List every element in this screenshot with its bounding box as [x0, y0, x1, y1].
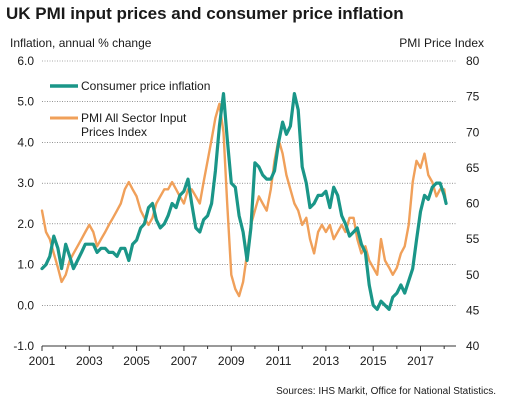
right-tick-label: 65: [466, 161, 480, 175]
axes: -1.0 0.0 1.0 2.0 3.0 4.0 5.0 6.0 40 45 50 55 60 65 70 7…: [13, 54, 479, 368]
right-axis-label: PMI Price Index: [399, 36, 484, 50]
right-tick-label: 55: [466, 232, 480, 246]
x-tick-label: 2011: [266, 354, 292, 368]
legend: Consumer price inflation PMI All Sector I…: [50, 79, 210, 139]
left-tick-label: 1.0: [17, 258, 34, 272]
legend-label-pmi: PMI All Sector Input Prices Index: [81, 111, 187, 139]
left-tick-label: 4.0: [17, 135, 34, 149]
left-tick-label: 6.0: [17, 54, 34, 68]
gridlines: [42, 60, 456, 306]
right-tick-label: 50: [466, 268, 480, 282]
x-tick-label: 2005: [123, 354, 150, 368]
right-tick-label: 40: [466, 339, 480, 353]
left-tick-label: 5.0: [17, 95, 34, 109]
right-tick-label: 80: [466, 54, 480, 68]
x-tick-label: 2015: [360, 354, 387, 368]
x-tick-label: 2007: [171, 354, 198, 368]
cpi-line: [40, 92, 448, 311]
right-tick-label: 75: [466, 90, 480, 104]
right-tick-label: 45: [466, 303, 480, 317]
x-tick-label: 2013: [313, 354, 340, 368]
left-tick-label: 2.0: [17, 217, 34, 231]
left-tick-label: 0.0: [17, 298, 34, 312]
source-note: Sources: IHS Markit, Office for National…: [276, 386, 496, 397]
left-axis-label: Inflation, annual % change: [10, 36, 152, 50]
chart-title: UK PMI input prices and consumer price i…: [6, 4, 404, 23]
x-tick-label: 2003: [76, 354, 103, 368]
right-tick-label: 70: [466, 125, 480, 139]
x-tick-label: 2017: [407, 354, 434, 368]
left-tick-label: 3.0: [17, 176, 34, 190]
x-tick-label: 2009: [218, 354, 245, 368]
pmi-line: [40, 102, 448, 298]
right-tick-label: 60: [466, 197, 480, 211]
legend-label-cpi: Consumer price inflation: [81, 79, 210, 93]
x-tick-label: 2001: [29, 354, 56, 368]
series-lines: [40, 92, 448, 311]
left-tick-label: -1.0: [13, 339, 34, 353]
